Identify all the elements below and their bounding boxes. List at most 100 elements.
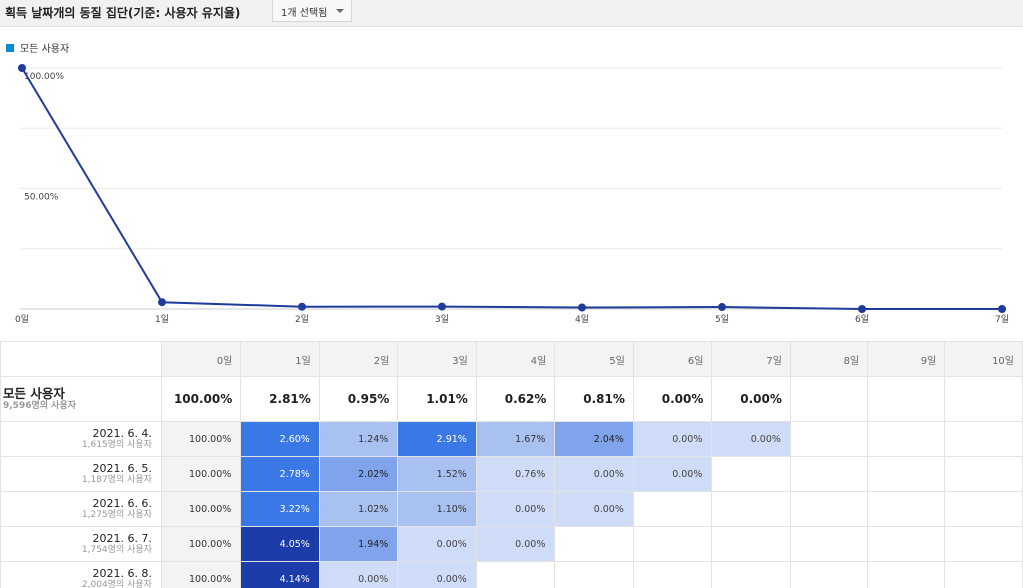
cohort-date: 2021. 6. 4.	[92, 426, 152, 440]
retention-cell: 2.60%	[240, 421, 320, 457]
summary-cell: 1.01%	[397, 376, 477, 422]
report-title: 획득 날짜개의 동질 집단(기준: 사용자 유지율)	[5, 6, 241, 20]
retention-cell: 0.00%	[397, 526, 477, 562]
y-tick-label: 100.00%	[24, 72, 64, 82]
legend-swatch	[6, 43, 14, 52]
empty-cell	[944, 491, 1023, 527]
cohort-row-label: 2021. 6. 7. 1,754명의 사용자	[0, 526, 162, 562]
retention-cell: 0.00%	[318, 561, 399, 588]
cohort-date: 2021. 6. 6.	[92, 496, 152, 510]
retention-cell: 0.00%	[554, 491, 634, 527]
retention-cell: 2.02%	[318, 456, 399, 492]
x-tick-label: 5일	[715, 314, 729, 325]
empty-cell	[789, 421, 869, 457]
empty-cell	[711, 526, 791, 562]
summary-cell	[789, 376, 869, 422]
cohort-table: 0일 1일 2일 3일 4일 5일 6일 7일 8일 9일 10일 모든 사용자 9,596명의 사용…	[0, 341, 1023, 588]
column-header: 4일	[475, 341, 556, 377]
cohort-user-count: 2,004명의 사용자	[81, 579, 152, 588]
column-header: 3일	[397, 341, 477, 377]
column-header: 5일	[554, 341, 634, 377]
empty-cell	[632, 491, 713, 527]
empty-cell	[632, 526, 713, 562]
summary-cell: 0.00%	[711, 376, 791, 422]
summary-title: 모든 사용자	[3, 385, 65, 401]
cohort-date: 2021. 6. 7.	[92, 531, 152, 545]
retention-cell: 100.00%	[160, 491, 242, 527]
data-point	[438, 302, 446, 311]
table-row: 2021. 6. 4. 1,615명의 사용자 100.00% 2.60% 1.24% 2…	[0, 421, 1023, 457]
x-tick-label: 6일	[855, 314, 869, 325]
retention-cell: 100.00%	[160, 456, 242, 492]
cohort-row-label: 2021. 6. 5. 1,187명의 사용자	[0, 456, 162, 492]
cohort-row-label: 2021. 6. 6. 1,275명의 사용자	[0, 491, 162, 527]
empty-cell	[711, 491, 791, 527]
summary-row: 모든 사용자 9,596명의 사용자 100.00% 2.81% 0.95% 1.01% 0…	[0, 376, 1023, 422]
empty-cell	[944, 456, 1023, 492]
x-tick-label: 3일	[435, 314, 449, 325]
column-header: 10일	[944, 341, 1023, 377]
summary-cell: 0.62%	[475, 376, 556, 422]
retention-cell: 4.14%	[240, 561, 320, 588]
cohort-table-wrap: 0일 1일 2일 3일 4일 5일 6일 7일 8일 9일 10일 모든 사용자 9,596명의 사용…	[0, 341, 1023, 588]
empty-cell	[711, 561, 791, 588]
data-point	[858, 305, 866, 313]
data-point	[718, 303, 726, 312]
data-point	[18, 64, 26, 72]
data-point	[578, 303, 586, 312]
cohort-date: 2021. 6. 5.	[92, 461, 152, 475]
x-tick-label: 2일	[295, 314, 309, 325]
retention-line-chart: 100.00% 50.00% 0일 1일 2일 3일 4일 5일 6일 7일	[15, 64, 1009, 325]
cohort-user-count: 1,187명의 사용자	[81, 474, 152, 485]
empty-cell	[632, 561, 713, 588]
retention-cell: 0.00%	[475, 491, 556, 527]
retention-cell: 100.00%	[160, 526, 242, 562]
cohort-user-count: 1,754명의 사용자	[81, 544, 152, 555]
retention-cell: 1.10%	[397, 491, 477, 527]
retention-cell: 0.00%	[711, 421, 791, 457]
cohort-user-count: 1,275명의 사용자	[81, 509, 152, 520]
empty-cell	[789, 526, 869, 562]
retention-cell: 0.00%	[475, 526, 556, 562]
chart-legend: 모든 사용자	[6, 40, 69, 55]
x-tick-label: 4일	[575, 314, 589, 325]
empty-cell	[867, 561, 946, 588]
empty-cell	[867, 526, 946, 562]
retention-cell: 0.00%	[397, 561, 477, 588]
retention-cell: 0.00%	[632, 456, 713, 492]
x-tick-label: 1일	[155, 314, 169, 325]
retention-cell: 2.04%	[554, 421, 634, 457]
selection-dropdown[interactable]: 1개 선택됨	[272, 0, 352, 22]
column-header: 6일	[632, 341, 713, 377]
retention-cell: 2.91%	[397, 421, 477, 457]
x-tick-label: 0일	[15, 314, 29, 325]
empty-cell	[475, 561, 556, 588]
x-tick-label: 7일	[995, 314, 1009, 325]
selection-dropdown-label: 1개 선택됨	[281, 8, 328, 19]
cohort-user-count: 1,615명의 사용자	[81, 439, 152, 450]
summary-cell: 0.95%	[318, 376, 399, 422]
data-point	[998, 305, 1006, 313]
empty-cell	[944, 526, 1023, 562]
retention-cell: 1.52%	[397, 456, 477, 492]
empty-cell	[944, 561, 1023, 588]
summary-user-count: 9,596명의 사용자	[3, 400, 77, 411]
retention-cell: 3.22%	[240, 491, 320, 527]
summary-row-label: 모든 사용자 9,596명의 사용자	[0, 376, 162, 422]
column-header: 7일	[711, 341, 791, 377]
summary-cell	[944, 376, 1023, 422]
empty-cell	[711, 456, 791, 492]
column-header: 8일	[789, 341, 869, 377]
retention-cell: 0.76%	[475, 456, 556, 492]
y-tick-label: 50.00%	[24, 193, 59, 203]
retention-cell: 1.02%	[318, 491, 399, 527]
retention-cell: 1.94%	[318, 526, 399, 562]
data-point	[298, 302, 306, 311]
empty-cell	[789, 561, 869, 588]
retention-cell: 4.05%	[240, 526, 320, 562]
empty-cell	[789, 491, 869, 527]
empty-cell	[867, 491, 946, 527]
cohort-row-label: 2021. 6. 4. 1,615명의 사용자	[0, 421, 162, 457]
chevron-down-icon	[336, 9, 344, 13]
table-row: 2021. 6. 8. 2,004명의 사용자 100.00% 4.14% 0.00% 0…	[0, 561, 1023, 588]
